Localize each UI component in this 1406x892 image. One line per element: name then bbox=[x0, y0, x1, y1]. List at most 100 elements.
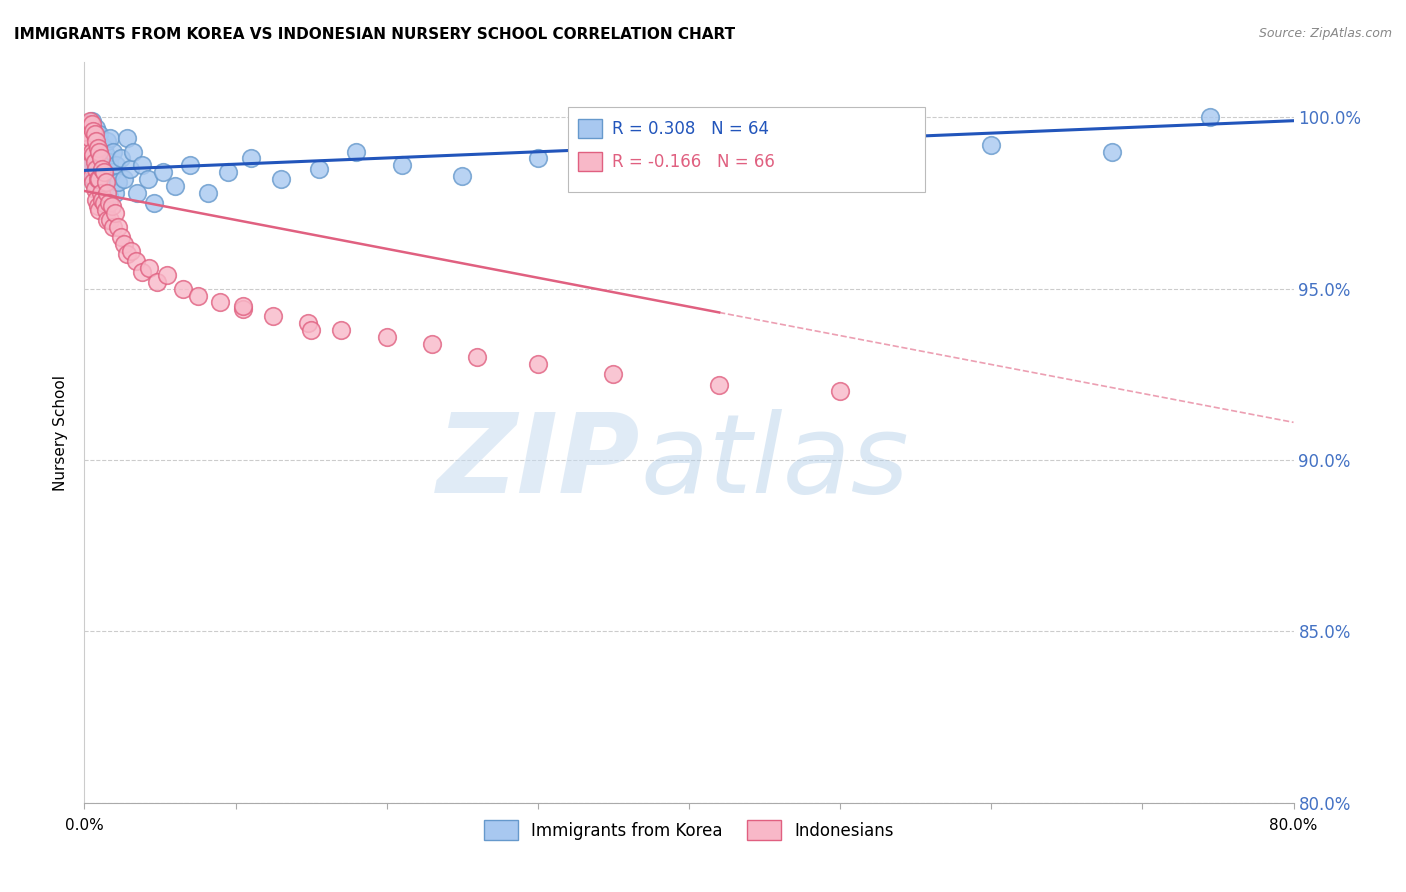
Point bbox=[77, 161, 100, 176]
Point bbox=[80, 145, 103, 159]
Point bbox=[172, 282, 194, 296]
Point bbox=[94, 148, 117, 162]
Point bbox=[90, 152, 112, 166]
Legend: Immigrants from Korea, Indonesians: Immigrants from Korea, Indonesians bbox=[478, 814, 900, 847]
Text: atlas: atlas bbox=[641, 409, 910, 516]
Point bbox=[330, 323, 353, 337]
Point bbox=[87, 141, 110, 155]
Point bbox=[527, 357, 550, 371]
Point bbox=[152, 165, 174, 179]
Point bbox=[127, 186, 149, 200]
Point bbox=[101, 145, 124, 159]
FancyBboxPatch shape bbox=[578, 152, 602, 171]
Point bbox=[97, 154, 120, 169]
Point bbox=[120, 244, 142, 258]
Point bbox=[1199, 110, 1222, 124]
Text: 0.0%: 0.0% bbox=[65, 818, 104, 832]
Point bbox=[104, 186, 127, 200]
FancyBboxPatch shape bbox=[578, 119, 602, 138]
Point bbox=[100, 165, 122, 179]
Point bbox=[105, 158, 128, 172]
Text: 80.0%: 80.0% bbox=[1270, 818, 1317, 832]
Point bbox=[844, 152, 866, 166]
Point bbox=[830, 384, 852, 399]
Point bbox=[96, 213, 118, 227]
Point bbox=[86, 145, 108, 159]
Point bbox=[91, 193, 114, 207]
Point bbox=[94, 178, 117, 193]
Point bbox=[86, 193, 108, 207]
Point bbox=[80, 113, 103, 128]
Point bbox=[79, 134, 101, 148]
Point bbox=[82, 172, 104, 186]
Point bbox=[87, 172, 110, 186]
Point bbox=[115, 247, 138, 261]
Point bbox=[217, 165, 239, 179]
Point bbox=[527, 152, 550, 166]
Point bbox=[82, 175, 104, 189]
Point bbox=[77, 152, 100, 166]
FancyBboxPatch shape bbox=[568, 107, 925, 192]
Point bbox=[93, 141, 115, 155]
Point bbox=[100, 199, 122, 213]
Point bbox=[98, 213, 121, 227]
Point bbox=[89, 202, 111, 217]
Point bbox=[89, 172, 111, 186]
Point bbox=[91, 175, 114, 189]
Point bbox=[96, 134, 118, 148]
Point bbox=[80, 117, 103, 131]
Text: R = 0.308   N = 64: R = 0.308 N = 64 bbox=[612, 120, 769, 138]
Point bbox=[125, 254, 148, 268]
Point bbox=[270, 172, 292, 186]
Point bbox=[232, 302, 254, 317]
Point bbox=[98, 131, 121, 145]
Point bbox=[232, 299, 254, 313]
Point bbox=[93, 196, 115, 211]
Point bbox=[1101, 145, 1123, 159]
Point bbox=[346, 145, 368, 159]
Text: Source: ZipAtlas.com: Source: ZipAtlas.com bbox=[1258, 27, 1392, 40]
Point bbox=[209, 295, 232, 310]
Point bbox=[90, 165, 112, 179]
Text: R = -0.166   N = 66: R = -0.166 N = 66 bbox=[612, 153, 775, 171]
Text: IMMIGRANTS FROM KOREA VS INDONESIAN NURSERY SCHOOL CORRELATION CHART: IMMIGRANTS FROM KOREA VS INDONESIAN NURS… bbox=[14, 27, 735, 42]
Point bbox=[131, 264, 153, 278]
Point bbox=[299, 323, 322, 337]
Point bbox=[87, 169, 110, 183]
Point bbox=[467, 350, 489, 364]
Point bbox=[239, 152, 262, 166]
Point bbox=[112, 237, 135, 252]
Point bbox=[165, 178, 187, 193]
Point bbox=[84, 131, 107, 145]
Point bbox=[97, 196, 120, 211]
Point bbox=[79, 113, 101, 128]
Point bbox=[121, 145, 143, 159]
Point bbox=[82, 148, 104, 162]
Point bbox=[89, 175, 111, 189]
Point bbox=[112, 172, 135, 186]
Point bbox=[93, 161, 115, 176]
Y-axis label: Nursery School: Nursery School bbox=[53, 375, 69, 491]
Point bbox=[107, 175, 129, 189]
Point bbox=[107, 219, 129, 234]
Point bbox=[297, 316, 319, 330]
Point bbox=[709, 377, 731, 392]
Point bbox=[80, 169, 103, 183]
Point bbox=[179, 158, 201, 172]
Point bbox=[84, 128, 107, 142]
Point bbox=[91, 152, 114, 166]
Point bbox=[197, 186, 219, 200]
Point bbox=[187, 288, 209, 302]
Point bbox=[86, 161, 108, 176]
Point bbox=[110, 152, 132, 166]
Point bbox=[96, 186, 118, 200]
Point bbox=[391, 158, 413, 172]
Point bbox=[142, 196, 165, 211]
Point bbox=[131, 158, 153, 172]
Point bbox=[262, 309, 284, 323]
Point bbox=[79, 165, 101, 179]
Point bbox=[602, 368, 624, 382]
Point bbox=[90, 137, 112, 152]
Point bbox=[617, 161, 640, 176]
Text: ZIP: ZIP bbox=[437, 409, 641, 516]
